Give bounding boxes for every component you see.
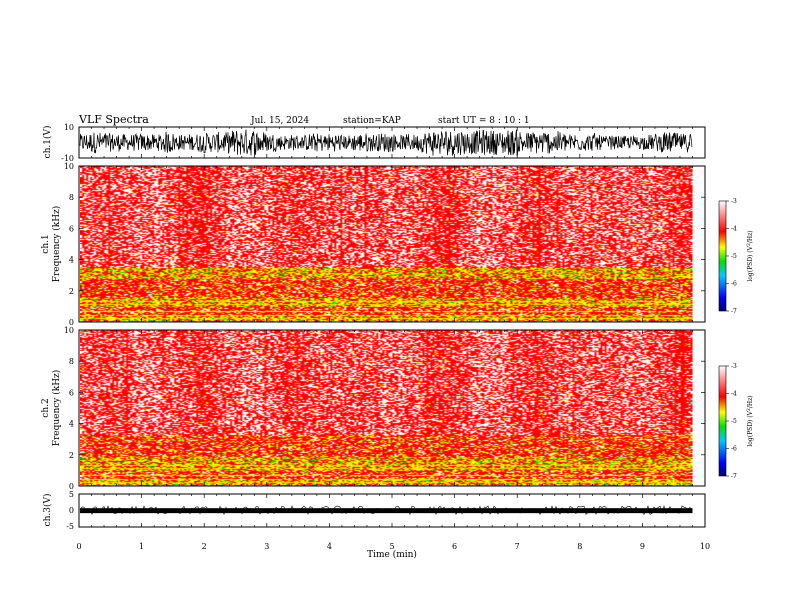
ch2-spectrogram-panel: 0 2 4 6 8 10 ch.2 Frequency (kHz) xyxy=(41,326,706,491)
colorbar-ch1: -3 -4 -5 -6 -7 log(PSD) (V2/Hz) xyxy=(718,198,755,315)
time-tick-label-6: 6 xyxy=(452,542,457,551)
time-tick-label-8: 8 xyxy=(577,542,582,551)
yt1-label-3: 6 xyxy=(69,224,74,233)
yt2-label-0: 0 xyxy=(69,482,74,491)
yt2-label-4: 8 xyxy=(69,357,74,366)
ch2-spectrogram-channel-label: ch.2 xyxy=(41,398,51,417)
colorbar-ch1-scale xyxy=(718,200,727,312)
yt2-label-2: 4 xyxy=(69,420,74,429)
ch2-spectrogram-ylabel: Frequency (kHz) xyxy=(51,370,62,447)
time-tick-label-0: 0 xyxy=(76,542,81,551)
ch3-waveform-trace xyxy=(80,508,693,514)
cbt2-label-0: -3 xyxy=(731,363,737,370)
cbt1-label-1: -4 xyxy=(731,226,737,233)
cbt1-label-4: -7 xyxy=(731,308,737,315)
colorbar-ch1-label: log(PSD) (V2/Hz) xyxy=(746,230,755,281)
ch1-waveform-ylabel: ch.1(V) xyxy=(42,126,53,159)
cbt1-label-2: -5 xyxy=(731,253,737,260)
time-tick-label-1: 1 xyxy=(139,542,144,551)
colorbar-ch2: -3 -4 -5 -6 -7 log(PSD) (V2/Hz) xyxy=(718,363,755,480)
time-tick-label-4: 4 xyxy=(327,542,332,551)
yt2-label-1: 2 xyxy=(69,451,74,460)
colorbar-ch1-ticks: -3 -4 -5 -6 -7 xyxy=(726,198,737,315)
time-tick-label-3: 3 xyxy=(264,542,269,551)
ch2-spectrogram-yticks: 0 2 4 6 8 10 xyxy=(64,326,705,491)
time-axis-ticks xyxy=(78,127,706,527)
ch1-spectrogram-image xyxy=(80,166,693,322)
station-label: station=KAP xyxy=(343,116,401,126)
time-tick-label-2: 2 xyxy=(202,542,207,551)
cbt2-label-1: -4 xyxy=(731,391,737,398)
ch1-spectrogram-yticks: 0 2 4 6 8 10 xyxy=(64,162,705,327)
cbt1-label-3: -6 xyxy=(731,281,737,288)
cbt1-label-0: -3 xyxy=(731,198,737,205)
yt1-label-4: 8 xyxy=(69,193,74,202)
ch3-ytick-top: 5 xyxy=(69,490,74,499)
ch3-ytick-mid: 0 xyxy=(69,506,74,515)
ch1-spectrogram-channel-label: ch.1 xyxy=(41,234,51,253)
ch1-spectrogram-panel: 0 2 4 6 8 10 ch.1 Frequency (kHz) xyxy=(41,162,706,327)
ch3-waveform-line xyxy=(79,505,693,516)
ch1-waveform-line xyxy=(79,129,693,157)
yt1-label-5: 10 xyxy=(64,162,74,171)
ch1-ytick-top: 10 xyxy=(64,123,74,132)
cbt2-label-3: -6 xyxy=(731,446,737,453)
start-time-label: start UT = 8 : 10 : 1 xyxy=(438,116,530,126)
yt2-label-5: 10 xyxy=(64,326,74,335)
colorbar-ch2-scale xyxy=(718,365,727,477)
time-tick-label-10: 10 xyxy=(700,542,710,551)
time-tick-label-7: 7 xyxy=(515,542,520,551)
time-tick-label-9: 9 xyxy=(640,542,645,551)
ch2-spectrogram-image xyxy=(80,330,693,486)
colorbar-ch2-ticks: -3 -4 -5 -6 -7 xyxy=(726,363,737,480)
ch3-waveform-ylabel: ch.3(V) xyxy=(42,494,53,527)
cbt2-label-4: -7 xyxy=(731,473,737,480)
cbt2-label-2: -5 xyxy=(731,418,737,425)
figure-title: VLF Spectra xyxy=(78,113,149,126)
ch1-spectrogram-ylabel: Frequency (kHz) xyxy=(51,206,62,283)
yt1-label-0: 0 xyxy=(69,318,74,327)
time-axis-label: Time (min) xyxy=(367,549,417,560)
ch3-ytick-bottom: -5 xyxy=(66,522,74,531)
yt1-label-1: 2 xyxy=(69,287,74,296)
yt1-label-2: 4 xyxy=(69,256,74,265)
time-axis-tick-labels: 0 1 2 3 4 5 6 7 8 9 10 xyxy=(76,542,710,551)
ch1-ytick-bottom: -10 xyxy=(61,154,74,163)
time-tick-label-5: 5 xyxy=(389,542,394,551)
date-label: Jul. 15, 2024 xyxy=(250,116,309,126)
colorbar-ch2-label: log(PSD) (V2/Hz) xyxy=(746,395,755,446)
yt2-label-3: 6 xyxy=(69,388,74,397)
